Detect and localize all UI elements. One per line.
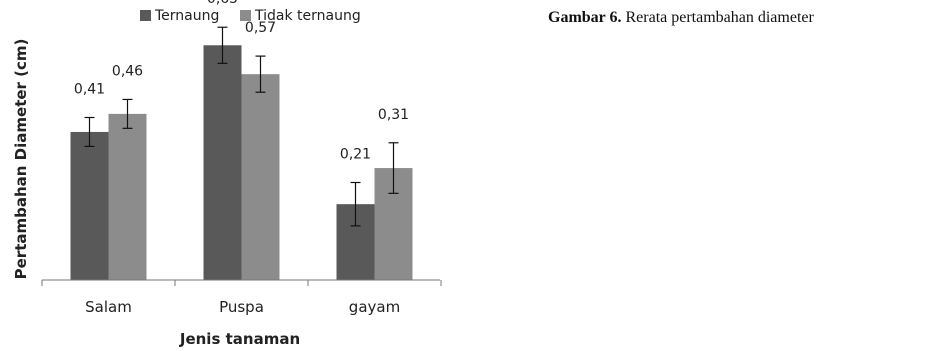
bar-chart: Ternaung Tidak ternaung 0,410,460,650,57… [0, 0, 540, 351]
bar-salam-tidak-ternaung [109, 114, 147, 280]
figure-caption-text: Rerata pertambahan diameter [625, 9, 813, 26]
figure-caption-label: Gambar 6. [548, 9, 621, 26]
x-axis-title: Jenis tanaman [179, 330, 300, 348]
figure-caption: Gambar 6. Rerata pertambahan diameter [548, 9, 814, 27]
data-label-puspa-tidak-ternaung: 0,57 [245, 20, 276, 36]
x-tick-label-puspa: Puspa [219, 298, 264, 316]
data-label-puspa-ternaung: 0,65 [207, 0, 238, 7]
legend-label-ternaung: Ternaung [154, 8, 219, 24]
bars-group [71, 45, 413, 280]
data-label-gayam-tidak-ternaung: 0,31 [378, 107, 409, 123]
y-axis-title: Pertambahan Diameter (cm) [12, 39, 30, 280]
data-label-salam-tidak-ternaung: 0,46 [112, 63, 143, 79]
legend-swatch-ternaung [140, 10, 151, 21]
bar-puspa-ternaung [204, 45, 242, 280]
x-axis-ticks [42, 280, 441, 286]
data-label-gayam-ternaung: 0,21 [340, 147, 371, 163]
bar-puspa-tidak-ternaung [242, 74, 280, 280]
x-tick-labels: Salam Puspa gayam [85, 298, 400, 316]
data-label-salam-ternaung: 0,41 [74, 82, 105, 98]
x-tick-label-salam: Salam [85, 298, 132, 316]
x-tick-label-gayam: gayam [349, 298, 400, 316]
bar-salam-ternaung [71, 132, 109, 280]
